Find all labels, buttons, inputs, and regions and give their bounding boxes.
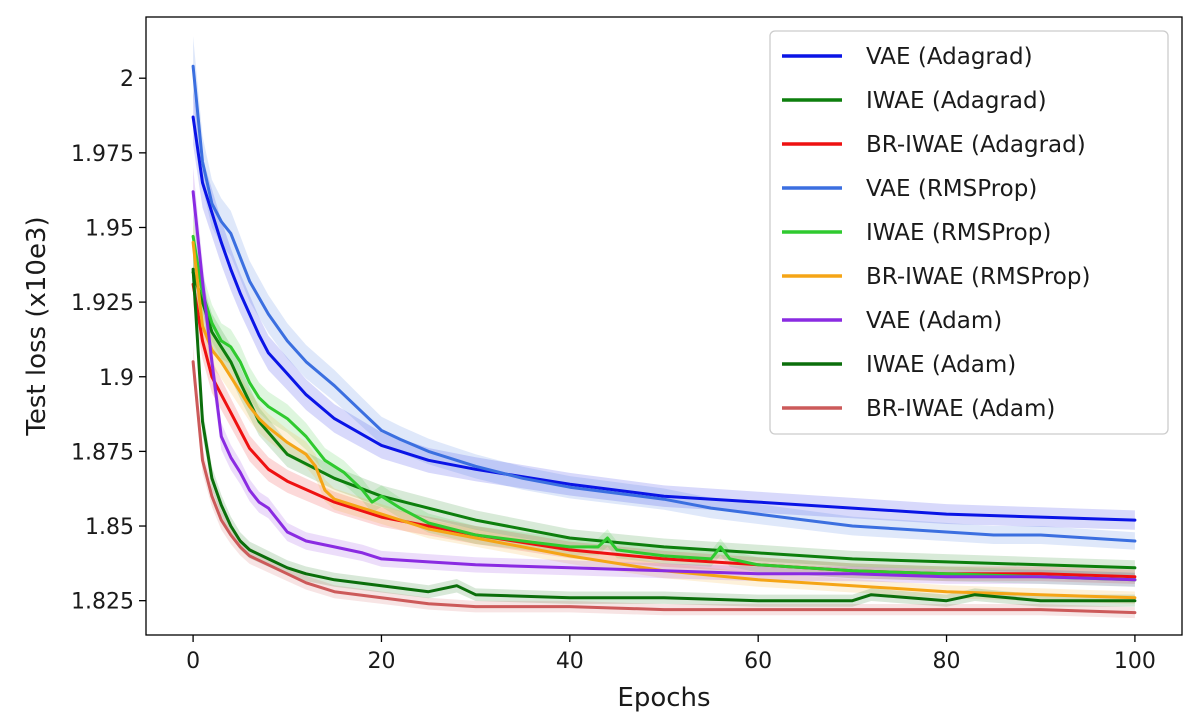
legend-box <box>769 30 1169 435</box>
y-axis-ticks: 1.825 1.85 1.875 1.9 1.925 1.95 1.975 2 <box>71 67 146 615</box>
y-tick-label: 1.9 <box>99 366 134 391</box>
series-line-br-iwae-rmsprop <box>191 240 1137 600</box>
y-tick-label: 1.925 <box>71 291 134 316</box>
x-axis-ticks: 0 20 40 60 80 100 <box>186 635 1156 674</box>
series-line-vae-rmsprop <box>191 64 1137 543</box>
x-tick-label: 20 <box>367 649 395 674</box>
series-line-vae-adam <box>191 190 1137 582</box>
legend-label-vae-rmsprop: VAE (RMSProp) <box>866 176 1037 202</box>
series-line-iwae-rmsprop <box>191 234 1137 582</box>
series-line-iwae-adam <box>191 267 1137 603</box>
y-tick-label: 1.875 <box>71 440 134 465</box>
x-axis-label: Epochs <box>617 683 710 713</box>
legend: VAE (Adagrad) IWAE (Adagrad) BR-IWAE (Adag… <box>769 30 1169 435</box>
x-tick-label: 80 <box>933 649 961 674</box>
y-tick-label: 1.95 <box>85 216 134 241</box>
series-line-br-iwae-adam <box>191 360 1137 615</box>
series-lines <box>191 64 1137 615</box>
x-tick-label: 40 <box>556 649 584 674</box>
legend-label-vae-adagrad: VAE (Adagrad) <box>866 44 1033 70</box>
x-tick-label: 0 <box>186 649 200 674</box>
legend-label-br-iwae-adam: BR-IWAE (Adam) <box>866 396 1055 422</box>
legend-label-iwae-adam: IWAE (Adam) <box>866 352 1016 378</box>
plot-frame <box>145 16 1183 636</box>
legend-label-br-iwae-rmsprop: BR-IWAE (RMSProp) <box>866 264 1090 290</box>
x-tick-label: 60 <box>744 649 772 674</box>
y-tick-label: 1.85 <box>85 515 134 540</box>
band-iwae-adam <box>193 248 1135 607</box>
x-tick-label: 100 <box>1114 649 1156 674</box>
y-tick-label: 2 <box>120 67 134 92</box>
y-tick-label: 1.975 <box>71 142 134 167</box>
legend-label-br-iwae-adagrad: BR-IWAE (Adagrad) <box>866 132 1086 158</box>
y-tick-label: 1.825 <box>71 590 134 615</box>
series-line-vae-adagrad <box>191 115 1137 522</box>
confidence-bands <box>193 36 1135 619</box>
legend-label-iwae-adagrad: IWAE (Adagrad) <box>866 88 1047 114</box>
y-axis-label: Test loss (x10e3) <box>22 216 52 436</box>
legend-label-iwae-rmsprop: IWAE (RMSProp) <box>866 220 1051 246</box>
legend-label-vae-adam: VAE (Adam) <box>866 308 1002 334</box>
